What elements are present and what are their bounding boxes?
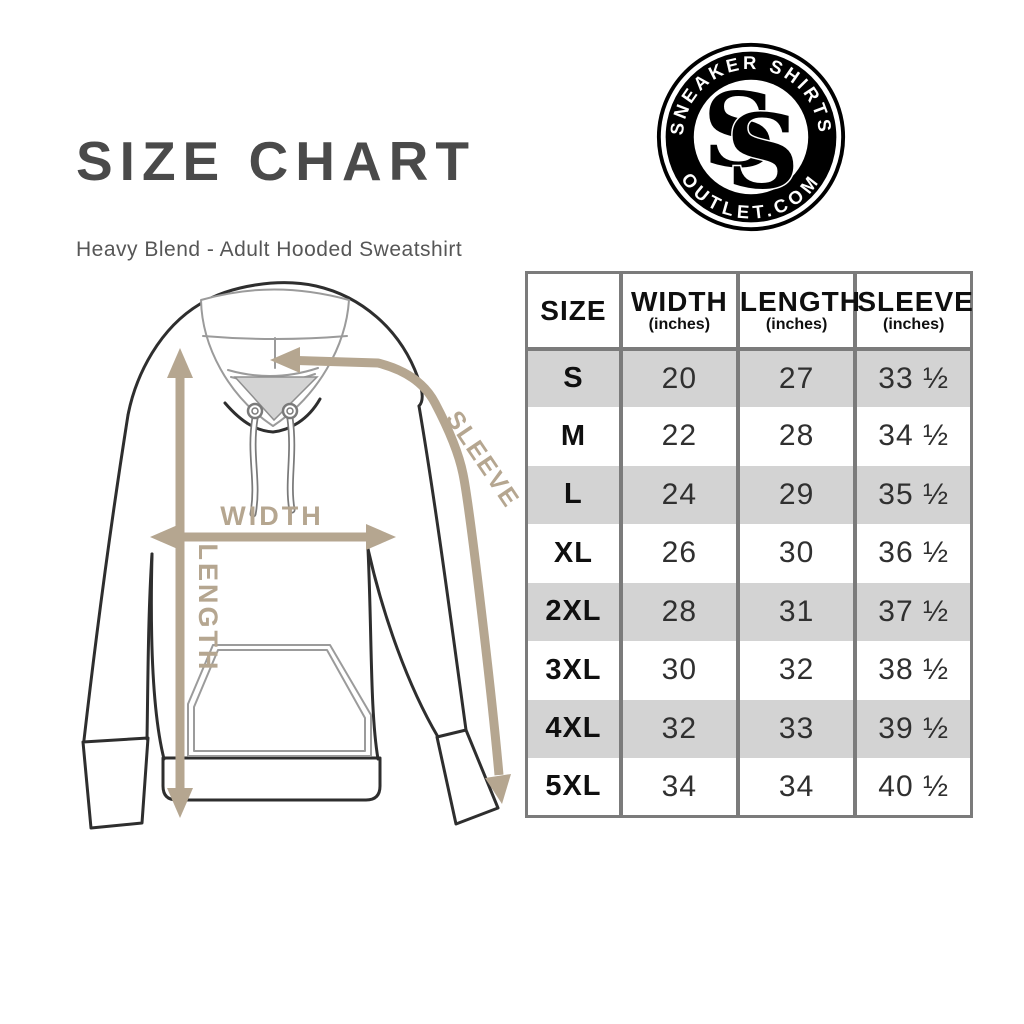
column-unit: (inches) bbox=[765, 315, 828, 333]
pocket-outer-line bbox=[187, 644, 372, 757]
sleeve-cell: 39 ½ bbox=[853, 699, 972, 758]
table-row-l: L 24 29 35 ½ bbox=[526, 465, 972, 524]
right-drawstring bbox=[288, 416, 294, 512]
column-label: SIZE bbox=[540, 294, 607, 326]
hood-chin-line-1 bbox=[227, 367, 319, 377]
column-header-width: WIDTH (inches) bbox=[618, 272, 738, 351]
logo-inner-disc bbox=[693, 79, 809, 195]
left-drawstring bbox=[251, 416, 257, 516]
size-cell: S bbox=[563, 362, 584, 395]
width-arrowhead-left-icon bbox=[150, 524, 180, 550]
left-body-seam bbox=[149, 552, 166, 761]
length-arrowhead-up-icon bbox=[167, 348, 193, 378]
waistband bbox=[161, 756, 382, 802]
width-measure-label: WIDTH bbox=[220, 501, 323, 531]
length-cell: 34 bbox=[735, 758, 856, 817]
pocket-inner-line bbox=[193, 649, 366, 752]
right-eyelet-hole bbox=[286, 407, 294, 415]
right-eyelet bbox=[281, 402, 299, 420]
width-cell: 20 bbox=[618, 348, 738, 407]
size-cell: 2XL bbox=[545, 595, 602, 628]
sleeve-cell: 34 ½ bbox=[853, 407, 972, 466]
sleeve-arrow-line bbox=[280, 355, 504, 776]
column-header-length: LENGTH (inches) bbox=[735, 272, 861, 351]
neck-triangle-panel bbox=[233, 376, 319, 422]
width-cell: 34 bbox=[618, 758, 738, 817]
width-cell: 26 bbox=[618, 524, 738, 583]
length-cell: 28 bbox=[735, 407, 856, 466]
sleeve-measure-label: SLEEVE bbox=[440, 406, 525, 513]
length-measure-label: LENGTH bbox=[193, 544, 223, 673]
column-label: WIDTH bbox=[630, 286, 728, 318]
monogram-s-front: S bbox=[703, 71, 777, 191]
brand-logo-badge-icon: SNEAKER SHIRTS OUTLET.COM S S bbox=[656, 42, 846, 232]
width-cell: 24 bbox=[618, 465, 738, 524]
logo-ss-monogram-icon: S S bbox=[703, 71, 801, 214]
left-eyelet bbox=[246, 402, 264, 420]
column-header-size: SIZE bbox=[526, 272, 621, 351]
width-cell: 28 bbox=[618, 582, 738, 641]
hood-interior-lines bbox=[200, 288, 350, 427]
neckline-seam bbox=[223, 397, 322, 434]
page-title: SIZE CHART bbox=[76, 130, 476, 192]
size-table: SIZE WIDTH (inches) LENGTH (inches) SLEE… bbox=[525, 271, 973, 818]
table-row-5xl: 5XL 34 34 40 ½ bbox=[526, 758, 972, 817]
left-cuff bbox=[81, 736, 150, 830]
right-sleeve-inner-seam bbox=[366, 547, 440, 739]
table-row-xl: XL 26 30 36 ½ bbox=[526, 524, 972, 583]
column-label: SLEEVE bbox=[857, 286, 974, 318]
left-sleeve-outer-seam bbox=[82, 413, 130, 742]
sleeve-arrowhead-down-icon bbox=[485, 774, 511, 804]
size-cell: M bbox=[560, 419, 586, 452]
length-cell: 32 bbox=[735, 641, 856, 700]
sleeve-cell: 37 ½ bbox=[853, 582, 972, 641]
right-sleeve-outer-seam bbox=[417, 404, 468, 732]
length-cell: 29 bbox=[735, 465, 856, 524]
right-body-seam bbox=[366, 547, 380, 761]
table-row-m: M 22 28 34 ½ bbox=[526, 407, 972, 466]
sleeve-cell: 33 ½ bbox=[853, 348, 972, 407]
size-table-body: S 20 27 33 ½ M 22 28 34 ½ L 24 29 35 ½ X… bbox=[526, 348, 972, 817]
page-subtitle: Heavy Blend - Adult Hooded Sweatshirt bbox=[76, 238, 463, 261]
left-eyelet-hole bbox=[251, 407, 259, 415]
size-cell: XL bbox=[553, 536, 593, 569]
length-arrowhead-down-icon bbox=[167, 788, 193, 818]
right-cuff bbox=[435, 728, 500, 826]
width-cell: 30 bbox=[618, 641, 738, 700]
sleeve-arrowhead-left-icon bbox=[270, 347, 300, 373]
width-cell: 22 bbox=[618, 407, 738, 466]
hoodie-measurement-diagram: WIDTH LENGTH SLEEVE bbox=[81, 281, 525, 830]
sleeve-cell: 36 ½ bbox=[853, 524, 972, 583]
column-label: LENGTH bbox=[739, 286, 861, 318]
sleeve-cell: 38 ½ bbox=[853, 641, 972, 700]
kangaroo-pocket bbox=[187, 644, 372, 757]
column-header-sleeve: SLEEVE (inches) bbox=[853, 272, 974, 351]
length-cell: 27 bbox=[735, 348, 856, 407]
size-cell: 5XL bbox=[545, 770, 602, 802]
size-table-header: SIZE WIDTH (inches) LENGTH (inches) SLEE… bbox=[526, 272, 974, 351]
sleeve-cell: 35 ½ bbox=[853, 465, 972, 524]
length-cell: 30 bbox=[735, 524, 856, 583]
hoodie-outline bbox=[81, 281, 500, 830]
table-row-2xl: 2XL 28 31 37 ½ bbox=[526, 582, 972, 641]
sleeve-cell: 40 ½ bbox=[853, 758, 972, 817]
table-row-3xl: 3XL 30 32 38 ½ bbox=[526, 641, 972, 700]
width-cell: 32 bbox=[618, 699, 738, 758]
table-row-4xl: 4XL 32 33 39 ½ bbox=[526, 699, 972, 758]
column-unit: (inches) bbox=[648, 315, 711, 333]
monogram-s-back: S bbox=[726, 92, 800, 212]
drawstrings bbox=[246, 402, 299, 518]
size-cell: 4XL bbox=[545, 712, 602, 745]
column-unit: (inches) bbox=[882, 315, 945, 333]
table-row-s: S 20 27 33 ½ bbox=[526, 348, 972, 407]
size-cell: 3XL bbox=[545, 653, 602, 686]
length-cell: 31 bbox=[735, 582, 856, 641]
width-arrowhead-right-icon bbox=[366, 524, 396, 550]
size-cell: L bbox=[564, 478, 583, 511]
length-cell: 33 bbox=[735, 699, 856, 758]
